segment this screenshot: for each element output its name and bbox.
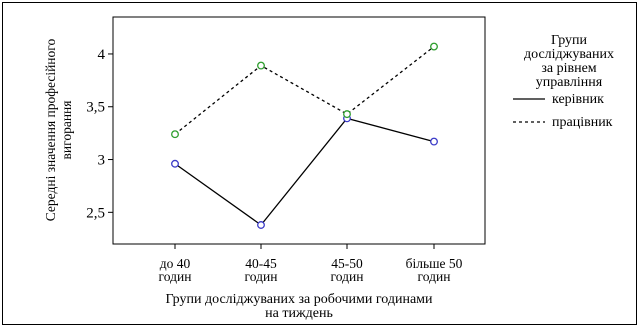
y-tick-label: 3 bbox=[98, 153, 106, 169]
data-point bbox=[257, 61, 265, 70]
x-tick-label: годин bbox=[331, 269, 364, 284]
y-tick-label: 2,5 bbox=[86, 205, 105, 221]
legend-title: управління bbox=[536, 75, 603, 90]
data-point bbox=[343, 110, 351, 119]
x-tick-label: до 40 bbox=[160, 256, 191, 271]
legend-label: працівник bbox=[552, 115, 613, 130]
series-line-0 bbox=[174, 117, 435, 226]
legend-title: Групи bbox=[551, 33, 588, 48]
x-tick-label: більше 50 bbox=[406, 256, 463, 271]
y-axis-title: вигорання bbox=[59, 101, 74, 160]
chart-frame bbox=[2, 2, 637, 325]
data-point bbox=[430, 42, 438, 51]
x-tick-label: 40-45 bbox=[245, 256, 277, 271]
y-tick-label: 4 bbox=[98, 47, 106, 63]
data-point bbox=[430, 137, 438, 146]
x-tick-label: годин bbox=[245, 269, 278, 284]
legend-title: досліджуваних bbox=[524, 47, 614, 62]
x-tick-label: годин bbox=[159, 269, 192, 284]
data-point bbox=[171, 130, 179, 139]
legend-title: за рівнем bbox=[541, 61, 596, 76]
legend-label: керівник bbox=[552, 92, 604, 107]
data-point bbox=[257, 221, 265, 229]
x-tick-label: годин bbox=[418, 269, 451, 284]
y-axis-title: Середні значення професійного bbox=[43, 39, 58, 222]
series-line-1 bbox=[174, 46, 435, 135]
y-tick-label: 3,5 bbox=[86, 100, 105, 116]
x-axis-title: Групи досліджуваних за робочими годинами bbox=[165, 292, 433, 307]
x-tick-label: 45-50 bbox=[331, 256, 363, 271]
x-axis-title: на тиждень bbox=[265, 306, 333, 321]
plot-area bbox=[112, 16, 486, 245]
data-point bbox=[171, 159, 179, 168]
